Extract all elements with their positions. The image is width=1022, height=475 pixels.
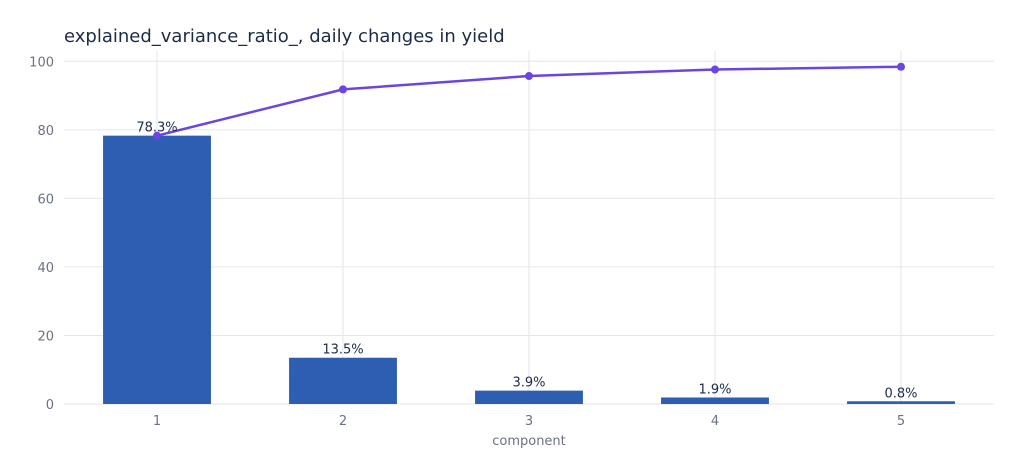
y-tick-label: 0 bbox=[46, 398, 54, 413]
x-tick-label: 3 bbox=[525, 414, 533, 429]
line-layer bbox=[153, 62, 905, 140]
label-layer: 78.3% 13.5% 3.9% 1.9% 0.8% bbox=[136, 121, 917, 402]
axis-layer: 0 20 40 60 80 100 1 2 3 4 5 bbox=[29, 55, 905, 429]
x-tick-label: 4 bbox=[711, 414, 719, 429]
line-point bbox=[153, 131, 161, 140]
y-tick-label: 20 bbox=[37, 329, 54, 344]
bar bbox=[289, 357, 397, 404]
bar-data-label: 78.3% bbox=[136, 121, 177, 136]
x-tick-label: 5 bbox=[897, 414, 905, 429]
line-point bbox=[339, 85, 347, 94]
line-point bbox=[711, 65, 719, 74]
line-point bbox=[525, 72, 533, 81]
line-point bbox=[897, 62, 905, 71]
bar bbox=[661, 397, 769, 404]
y-tick-label: 60 bbox=[37, 192, 54, 207]
bar bbox=[847, 401, 955, 404]
y-tick-label: 40 bbox=[37, 261, 54, 276]
chart-title: explained_variance_ratio_, daily changes… bbox=[64, 26, 505, 47]
x-axis-label: component bbox=[492, 434, 566, 449]
grid-layer bbox=[64, 51, 994, 405]
y-tick-label: 80 bbox=[37, 124, 54, 139]
y-tick-label: 100 bbox=[29, 55, 54, 70]
bar-data-label: 1.9% bbox=[698, 382, 731, 397]
bar bbox=[103, 135, 211, 404]
bar-data-label: 0.8% bbox=[884, 386, 917, 401]
x-tick-label: 2 bbox=[339, 414, 347, 429]
bar-layer bbox=[103, 135, 955, 404]
x-tick-label: 1 bbox=[153, 414, 161, 429]
bar-data-label: 13.5% bbox=[322, 343, 363, 358]
bar-data-label: 3.9% bbox=[512, 376, 545, 391]
bar bbox=[475, 390, 583, 404]
